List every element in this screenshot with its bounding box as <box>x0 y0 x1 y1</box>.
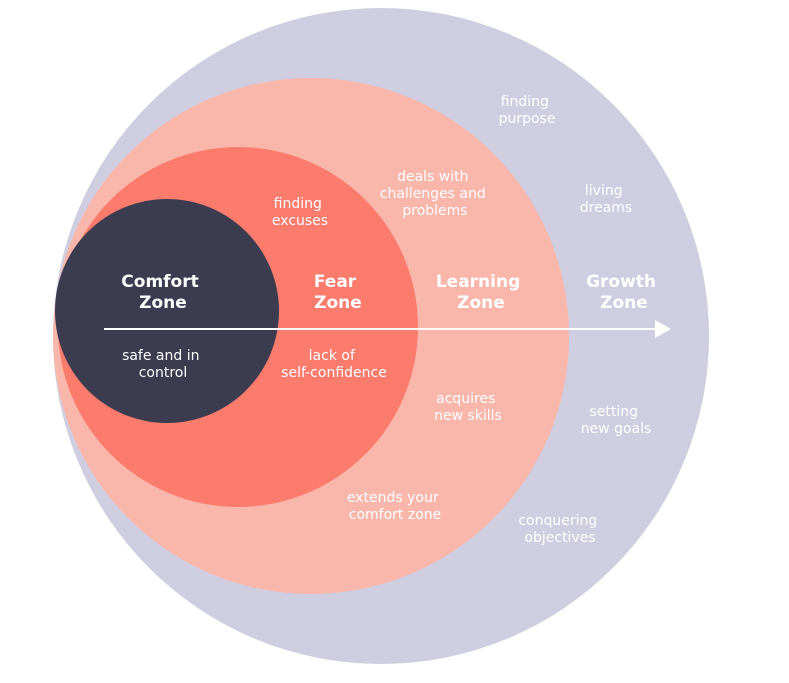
fear-note-finding-excuses: finding excuses <box>272 196 328 229</box>
learning-note-deals-with-challenges: deals with challenges and problems <box>380 169 490 219</box>
fear-zone-title: Fear Zone <box>314 272 362 313</box>
progression-arrow-head <box>655 320 671 338</box>
growth-note-finding-purpose: finding purpose <box>499 94 556 127</box>
comfort-zone-circle <box>55 199 279 423</box>
learning-note-acquires-new-skills: acquires new skills <box>434 391 502 424</box>
learning-zone-title: Learning Zone <box>436 272 526 313</box>
growth-note-living-dreams: living dreams <box>580 183 632 216</box>
comfort-note-safe-and-in-control: safe and in control <box>122 348 204 381</box>
growth-note-conquering-objectives: conquering objectives <box>518 513 601 546</box>
comfort-zone-title: Comfort Zone <box>121 272 204 313</box>
fear-note-lack-of-self-confidence: lack of self-confidence <box>281 348 387 381</box>
growth-zone-title: Growth Zone <box>586 272 662 313</box>
learning-note-extends-comfort-zone: extends your comfort zone <box>347 490 443 523</box>
growth-note-setting-new-goals: setting new goals <box>581 404 652 437</box>
